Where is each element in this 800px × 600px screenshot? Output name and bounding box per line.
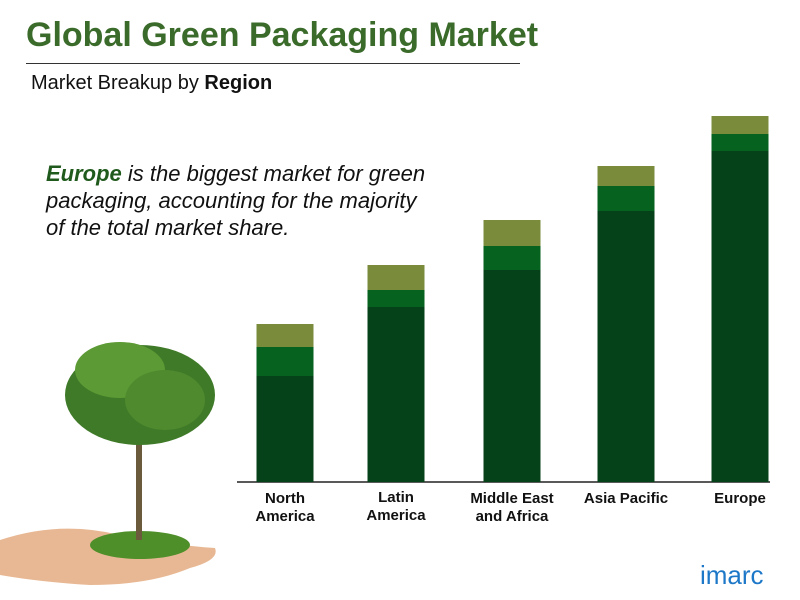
bar-segment [367, 290, 425, 307]
bar-segment [597, 186, 655, 211]
bar-segment [367, 307, 425, 482]
bar-segment [483, 220, 541, 246]
x-tick-label: Europe [714, 490, 766, 507]
subtitle-text: Market Breakup by [31, 72, 205, 94]
subtitle: Market Breakup by Region [31, 72, 272, 95]
bar-segment [711, 134, 769, 151]
bar-segment [483, 246, 541, 270]
bar-segment [256, 347, 314, 376]
bar-segment [367, 265, 425, 290]
tree-illustration [0, 342, 216, 585]
bar-segment [597, 211, 655, 482]
logo: imarc [700, 560, 764, 590]
bar-segment [483, 270, 541, 482]
bar-segment [711, 151, 769, 482]
x-tick-label: North America [255, 490, 315, 525]
bar-segment [711, 116, 769, 134]
title-rule [26, 63, 520, 64]
title: Global Green Packaging Market [26, 16, 539, 54]
annotation: Europe is the biggest market for green p… [46, 160, 426, 241]
annotation-highlight: Europe [46, 161, 122, 186]
bar-segment [256, 376, 314, 482]
bar-segment [256, 324, 314, 347]
x-tick-label: Latin America [366, 489, 426, 524]
subtitle-bold: Region [204, 72, 273, 94]
x-tick-label: Asia Pacific [583, 490, 669, 507]
x-tick-label: Middle East and Africa [470, 490, 554, 525]
annotation-text: is the biggest market for green packagin… [46, 161, 426, 240]
bar-segment [597, 166, 655, 186]
